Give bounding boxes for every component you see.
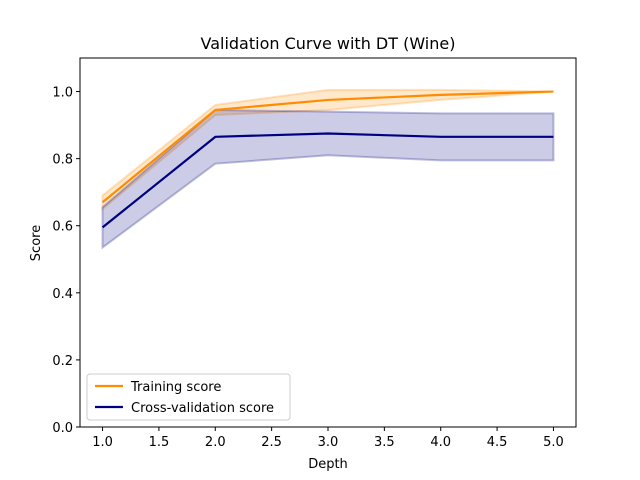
x-tick-label: 1.0 bbox=[92, 435, 113, 450]
legend-label-training: Training score bbox=[130, 380, 221, 395]
y-axis-title: Score bbox=[29, 225, 44, 261]
x-tick-label: 4.5 bbox=[487, 435, 508, 450]
y-tick-label: 0.0 bbox=[52, 421, 73, 436]
x-axis-title: Depth bbox=[308, 457, 348, 472]
series-lines bbox=[101, 90, 554, 229]
legend: Training score Cross-validation score bbox=[86, 373, 291, 421]
training-score-line bbox=[101, 90, 554, 204]
training-score-band bbox=[101, 88, 554, 212]
x-tick-label: 4.0 bbox=[430, 435, 451, 450]
y-tick-label: 0.8 bbox=[52, 153, 73, 168]
cross-validation-score-band bbox=[101, 108, 555, 250]
legend-label-cross-validation: Cross-validation score bbox=[131, 401, 274, 416]
x-tick-label: 2.5 bbox=[261, 435, 282, 450]
confidence-bands bbox=[101, 88, 555, 250]
x-tick-label: 3.5 bbox=[374, 435, 395, 450]
y-tick-label: 0.6 bbox=[52, 220, 73, 235]
legend-box bbox=[86, 373, 291, 421]
x-tick-label: 5.0 bbox=[543, 435, 564, 450]
y-tick-label: 0.2 bbox=[52, 354, 73, 369]
y-tick-label: 0.4 bbox=[52, 287, 73, 302]
x-tick-label: 2.0 bbox=[205, 435, 226, 450]
cross-validation-score-line bbox=[101, 132, 554, 229]
y-tick-label: 1.0 bbox=[52, 86, 73, 101]
x-tick-label: 3.0 bbox=[318, 435, 339, 450]
x-axis-ticks: 1.0 1.5 2.0 2.5 3.0 3.5 4.0 4.5 5.0 bbox=[92, 427, 564, 450]
y-axis-ticks: 0.0 0.2 0.4 0.6 0.8 1.0 bbox=[52, 86, 80, 436]
x-tick-label: 1.5 bbox=[149, 435, 170, 450]
chart-title: Validation Curve with DT (Wine) bbox=[201, 34, 456, 53]
